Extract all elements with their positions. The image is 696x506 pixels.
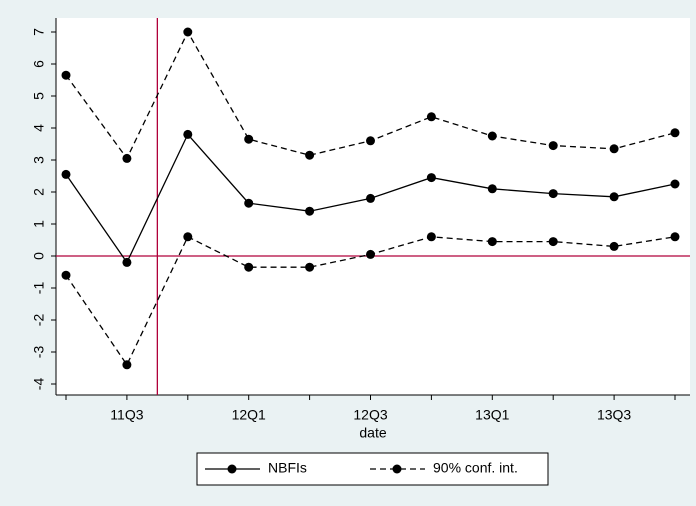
y-tick-label: 1 [31, 220, 47, 228]
marker [122, 153, 132, 163]
marker [61, 70, 71, 80]
marker [305, 150, 315, 160]
marker [244, 134, 254, 144]
y-tick-label: -2 [31, 314, 47, 327]
y-tick-label: 3 [31, 156, 47, 164]
marker [183, 232, 193, 242]
y-tick-label: 7 [31, 28, 47, 36]
marker [609, 192, 619, 202]
legend-marker [227, 464, 237, 474]
marker [426, 112, 436, 122]
x-tick-label: 12Q3 [353, 407, 387, 423]
marker [487, 131, 497, 141]
legend-marker [392, 464, 402, 474]
marker [426, 173, 436, 183]
y-tick-label: 6 [31, 60, 47, 68]
x-tick-label: 13Q3 [597, 407, 631, 423]
marker [487, 184, 497, 194]
marker [548, 237, 558, 247]
marker [609, 241, 619, 251]
x-axis-label: date [359, 425, 386, 441]
marker [305, 206, 315, 216]
y-tick-label: 4 [31, 124, 47, 132]
x-tick-label: 12Q1 [232, 407, 266, 423]
y-tick-label: 5 [31, 92, 47, 100]
marker [244, 262, 254, 272]
legend-label: 90% conf. int. [433, 460, 518, 476]
y-tick-label: 0 [31, 252, 47, 260]
marker [487, 237, 497, 247]
marker [183, 27, 193, 37]
y-tick-label: -4 [31, 378, 47, 391]
plot-area [56, 18, 690, 395]
legend-label: NBFIs [268, 460, 307, 476]
x-tick-label: 11Q3 [110, 407, 143, 423]
y-tick-label: 2 [31, 188, 47, 196]
marker [122, 360, 132, 370]
marker [366, 193, 375, 203]
marker [548, 189, 558, 199]
marker [305, 262, 315, 272]
x-tick-label: 13Q1 [475, 407, 509, 423]
y-tick-label: -1 [31, 282, 47, 295]
marker [670, 128, 680, 138]
marker [426, 232, 436, 242]
marker [366, 136, 375, 146]
marker [122, 257, 132, 267]
marker [670, 179, 680, 189]
marker [183, 129, 193, 139]
marker [548, 141, 558, 151]
marker [244, 198, 254, 208]
y-tick-label: -3 [31, 346, 47, 359]
marker [61, 169, 71, 179]
marker [609, 144, 619, 154]
marker [61, 270, 71, 280]
marker [670, 232, 680, 242]
marker [366, 249, 375, 259]
